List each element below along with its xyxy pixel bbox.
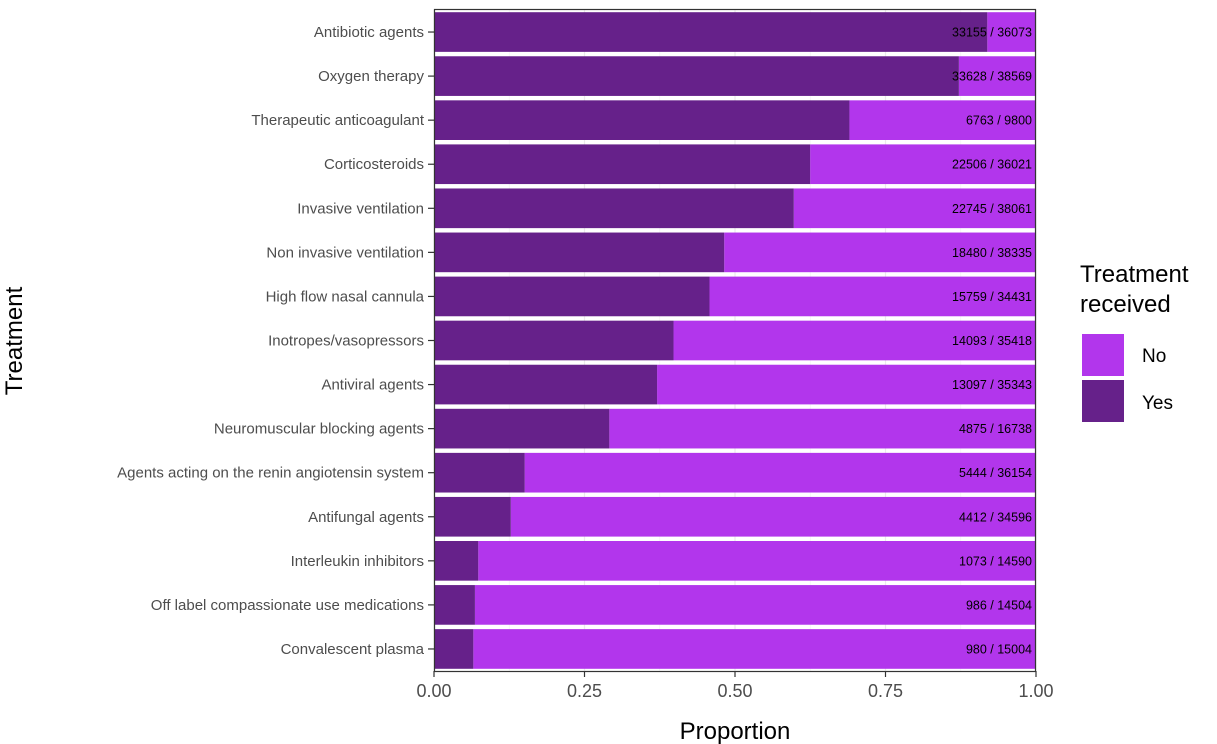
- bar-yes: [434, 56, 959, 96]
- y-tick-label: Non invasive ventilation: [266, 244, 424, 261]
- bar-count-labels: 33155 / 36073 33628 / 38569 6763 / 9800 225…: [952, 26, 1032, 657]
- legend-swatch-yes: [1082, 380, 1124, 422]
- bar-yes: [434, 364, 658, 405]
- bars: [434, 12, 1037, 669]
- bar-count-label: 14093 / 35418: [952, 334, 1032, 348]
- bar-no: [849, 100, 1036, 140]
- bar-yes: [434, 188, 794, 229]
- bar-count-label: 22506 / 36021: [952, 158, 1032, 172]
- bar-yes: [434, 100, 850, 140]
- x-tick-label: 1.00: [1018, 681, 1053, 701]
- bar-count-label: 4412 / 34596: [959, 510, 1032, 524]
- bar-yes: [434, 232, 725, 273]
- bar-count-label: 15759 / 34431: [952, 290, 1032, 304]
- bar-yes: [434, 408, 610, 449]
- y-tick-label: Corticosteroids: [324, 156, 424, 173]
- bar-yes: [434, 541, 479, 581]
- y-tick-label: Oxygen therapy: [318, 68, 424, 85]
- bar-count-label: 4875 / 16738: [959, 422, 1032, 436]
- y-axis: Antibiotic agents Oxygen therapy Therapeut…: [117, 24, 434, 658]
- y-tick-label: High flow nasal cannula: [266, 288, 425, 305]
- bar-count-label: 22745 / 38061: [952, 202, 1032, 216]
- bar-no: [524, 452, 1036, 493]
- y-tick-label: Antiviral agents: [321, 377, 424, 394]
- bar-yes: [434, 496, 511, 537]
- x-axis: 0.00 0.25 0.50 0.75 1.00: [416, 671, 1054, 701]
- bar-no: [473, 629, 1036, 669]
- bar-no: [510, 496, 1036, 537]
- bar-count-label: 986 / 14504: [966, 598, 1032, 612]
- bar-no: [657, 364, 1036, 405]
- legend-title-line-2: received: [1080, 291, 1171, 318]
- bar-no: [709, 276, 1036, 317]
- y-tick-label: Therapeutic anticoagulant: [251, 112, 424, 129]
- bar-yes: [434, 585, 475, 625]
- x-tick-label: 0.00: [416, 681, 451, 701]
- bar-count-label: 33628 / 38569: [952, 70, 1032, 84]
- bar-no: [958, 56, 1036, 96]
- legend-label-yes: Yes: [1142, 393, 1173, 414]
- bar-yes: [434, 12, 988, 52]
- bar-yes: [434, 144, 811, 185]
- legend-title-line-1: Treatment: [1080, 261, 1189, 288]
- bar-count-label: 1073 / 14590: [959, 554, 1032, 568]
- y-tick-label: Antibiotic agents: [314, 24, 424, 41]
- y-tick-label: Invasive ventilation: [297, 200, 424, 217]
- bar-no: [987, 12, 1036, 52]
- x-axis-title: Proportion: [680, 718, 791, 744]
- y-tick-label: Antifungal agents: [308, 509, 424, 526]
- x-tick-label: 0.25: [567, 681, 602, 701]
- x-tick-label: 0.50: [717, 681, 752, 701]
- y-tick-label: Interleukin inhibitors: [291, 553, 424, 570]
- bar-no: [724, 232, 1036, 273]
- bar-count-label: 18480 / 38335: [952, 246, 1032, 260]
- legend: Treatment received No Yes: [1080, 261, 1189, 422]
- y-tick-label: Inotropes/vasopressors: [268, 333, 424, 350]
- bar-no: [474, 585, 1037, 625]
- bar-count-label: 13097 / 35343: [952, 378, 1032, 392]
- x-tick-label: 0.75: [868, 681, 903, 701]
- y-axis-title: Treatment: [1, 286, 28, 395]
- legend-label-no: No: [1142, 346, 1166, 367]
- legend-swatch-no: [1082, 334, 1124, 376]
- y-tick-label: Off label compassionate use medications: [151, 597, 424, 614]
- bar-count-label: 5444 / 36154: [959, 466, 1032, 480]
- bar-count-label: 6763 / 9800: [966, 114, 1032, 128]
- bar-count-label: 33155 / 36073: [952, 26, 1032, 40]
- bar-yes: [434, 320, 674, 361]
- bar-no: [793, 188, 1036, 229]
- y-tick-label: Agents acting on the renin angiotensin s…: [117, 465, 424, 482]
- bar-no: [673, 320, 1036, 361]
- bar-count-label: 980 / 15004: [966, 642, 1032, 656]
- y-tick-label: Convalescent plasma: [281, 641, 425, 658]
- bar-yes: [434, 452, 525, 493]
- bar-no: [810, 144, 1036, 185]
- bar-no: [609, 408, 1036, 449]
- bar-yes: [434, 629, 474, 669]
- y-tick-label: Neuromuscular blocking agents: [214, 421, 424, 438]
- bar-no: [478, 541, 1036, 581]
- bar-yes: [434, 276, 710, 317]
